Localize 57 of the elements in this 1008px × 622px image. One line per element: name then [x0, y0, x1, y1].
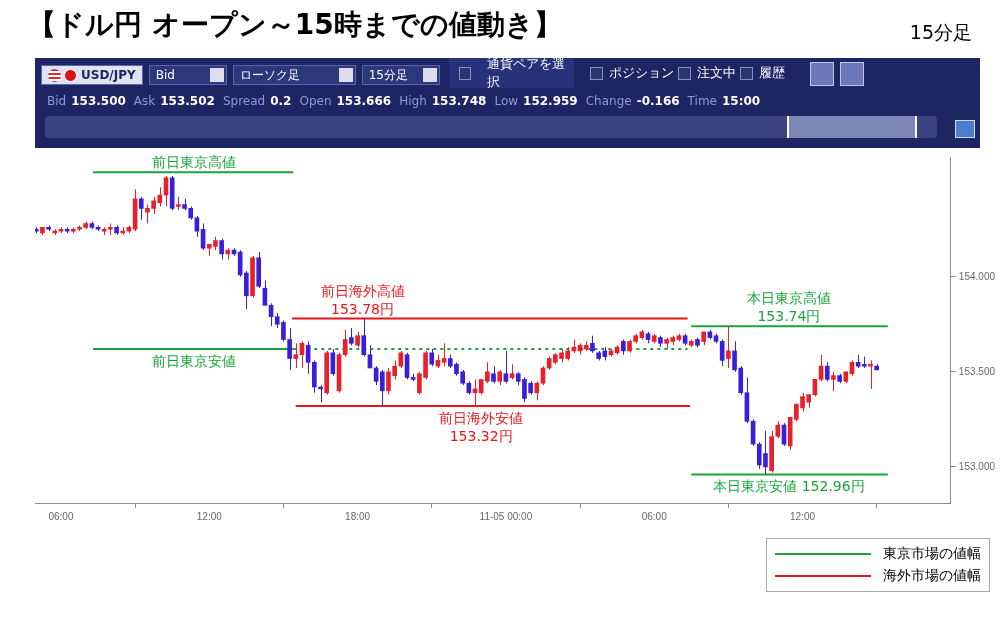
text: Spread [222, 94, 266, 108]
text: Open [299, 94, 332, 108]
text: 15分足 [909, 20, 972, 45]
annotation: 本日東京高値 153.74円 [746, 290, 831, 325]
y-tick-label: 153.000 [958, 460, 996, 472]
text: Change [585, 94, 632, 108]
candlestick [658, 335, 663, 348]
text: 152.959 [523, 94, 578, 108]
annotation: 前日東京安値 [152, 353, 237, 370]
x-tick-label: 06:00 [48, 510, 74, 522]
x-tick-label: 06:00 [641, 510, 668, 522]
candlestick [497, 369, 503, 386]
candlestick [138, 196, 144, 221]
y-tick-label: 153.500 [958, 365, 996, 377]
text: -0.166 [636, 94, 680, 108]
candlestick [695, 337, 700, 348]
candlestick [651, 333, 657, 344]
candlestick [837, 373, 842, 384]
candlestick [293, 342, 299, 369]
candlestick [46, 224, 51, 232]
candlestick [349, 327, 354, 346]
x-tick-label: 11-05 00:00 [479, 510, 533, 522]
text: Time [687, 94, 717, 108]
x-tick-label: 12:00 [790, 510, 816, 522]
text: ポジション [609, 64, 674, 82]
annotation: 前日海外高値 153.78円 [320, 282, 405, 317]
chart-title: 【ドル円 オープン～15時までの値動き】 [28, 7, 562, 43]
y-tick-label: 154.000 [958, 270, 996, 282]
text: 注文中 [697, 64, 736, 82]
text: ローソク足 [239, 66, 300, 84]
text: Ask [133, 94, 156, 108]
text: 履歴 [759, 64, 785, 82]
annotation: 本日東京安値 152.96円 [713, 478, 865, 495]
text: USD/JPY [81, 68, 136, 82]
x-tick-label: 18:00 [345, 510, 371, 522]
annotation: 前日海外安値 153.32円 [439, 410, 524, 445]
text: 153.502 [160, 94, 215, 108]
text: Bid [155, 68, 175, 82]
candlestick [831, 371, 836, 392]
text: 東京市場の値幅 [883, 545, 981, 563]
text: Low [494, 94, 519, 108]
text: 153.500 [71, 94, 126, 108]
text: 153.666 [336, 94, 392, 108]
chart-subtitle: 15分足 [368, 66, 408, 84]
candlestick [176, 196, 181, 211]
annotation: 前日東京高値 [152, 154, 237, 171]
candlestick [843, 371, 849, 384]
text: 15:00 [721, 94, 761, 108]
text: 153.748 [431, 94, 487, 108]
x-tick-label: 12:00 [196, 510, 223, 522]
candlestick [429, 348, 435, 367]
text: 0.2 [270, 94, 292, 108]
text: 海外市場の値幅 [883, 567, 981, 585]
candlestick [355, 331, 360, 348]
text: Bid [47, 94, 67, 108]
candlestick [491, 365, 496, 384]
text: High [399, 94, 427, 108]
